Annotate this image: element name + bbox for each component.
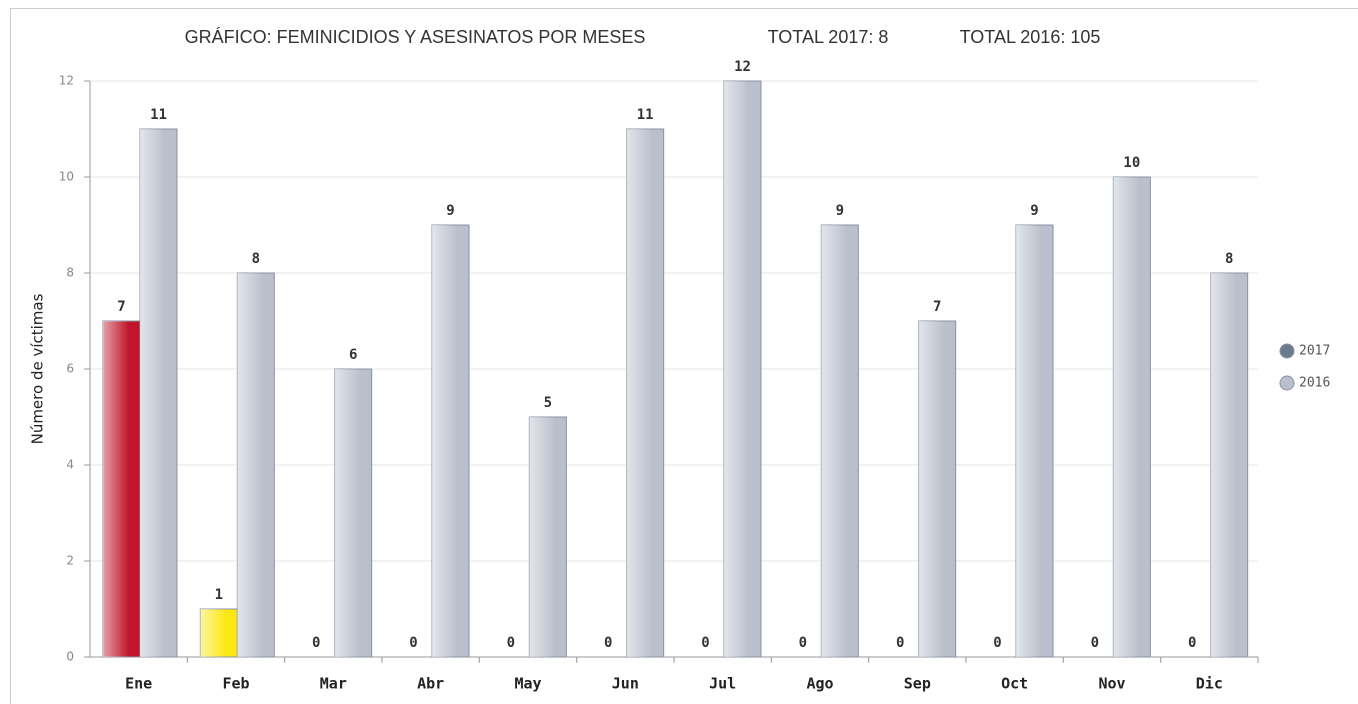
bar-shade [432,225,458,657]
total: TOTAL 2017: 8 [768,27,889,47]
value-label: 0 [1188,635,1196,651]
y-tick-label: 8 [66,266,74,280]
total: TOTAL 2016: 105 [960,27,1101,47]
y-tick-label: 2 [66,554,74,568]
value-label: 9 [1030,203,1038,219]
value-label: 0 [799,635,807,651]
x-tick-label: Ago [806,675,833,693]
value-label: 0 [1091,635,1099,651]
bar-shade [529,417,556,657]
legend-marker [1279,343,1295,359]
value-label: 7 [933,299,941,315]
legend-label: 2016 [1299,376,1330,391]
x-tick-label: Oct [1001,675,1028,693]
value-label: 11 [150,107,167,123]
chart-title: GRÁFICO: FEMINICIDIOS Y ASESINATOS POR M… [185,27,646,47]
value-label: 9 [836,203,844,219]
value-label: 11 [637,107,654,123]
value-label: 6 [349,347,357,363]
x-tick-label: Ene [125,675,152,693]
bar-shade [1210,273,1237,657]
bar-shade [237,273,264,657]
x-tick-label: Jun [612,675,639,693]
x-tick-label: Feb [222,675,249,693]
value-label: 0 [312,635,320,651]
bar-shade [334,369,361,657]
value-label: 0 [701,635,709,651]
bar-shade [626,129,653,657]
value-label: 0 [896,635,904,651]
value-label: 0 [604,635,612,651]
bar-shade [724,81,750,657]
bar-shade [1113,177,1140,657]
value-label: 0 [993,635,1001,651]
bar-shade [103,321,129,657]
legend-marker [1279,375,1295,391]
value-label: 8 [1225,251,1233,267]
value-label: 10 [1123,155,1140,171]
bar-shade [1016,225,1042,657]
value-label: 7 [117,299,125,315]
value-label: 9 [446,203,454,219]
value-label: 1 [215,587,223,603]
value-label: 0 [409,635,417,651]
bar-shade [200,609,227,657]
x-tick-label: Jul [709,675,736,693]
y-tick-label: 4 [66,458,74,472]
x-tick-label: Nov [1098,675,1125,693]
bar-shade [918,321,945,657]
x-tick-label: Sep [904,675,931,693]
value-label: 8 [252,251,260,267]
y-tick-label: 0 [66,650,74,664]
bar-shade [821,225,848,657]
legend-label: 2017 [1299,344,1330,359]
y-tick-label: 6 [66,362,74,376]
x-tick-label: Mar [320,675,347,693]
bar-shade [140,129,166,657]
value-label: 12 [734,59,751,75]
x-tick-label: May [514,675,541,693]
frame [10,8,1358,704]
value-label: 5 [544,395,552,411]
x-tick-label: Abr [417,675,444,693]
y-tick-label: 12 [59,74,74,88]
value-label: 0 [507,635,515,651]
y-tick-label: 10 [59,170,74,184]
x-tick-label: Dic [1196,675,1223,693]
y-axis-label: Número de víctimas [29,293,47,444]
